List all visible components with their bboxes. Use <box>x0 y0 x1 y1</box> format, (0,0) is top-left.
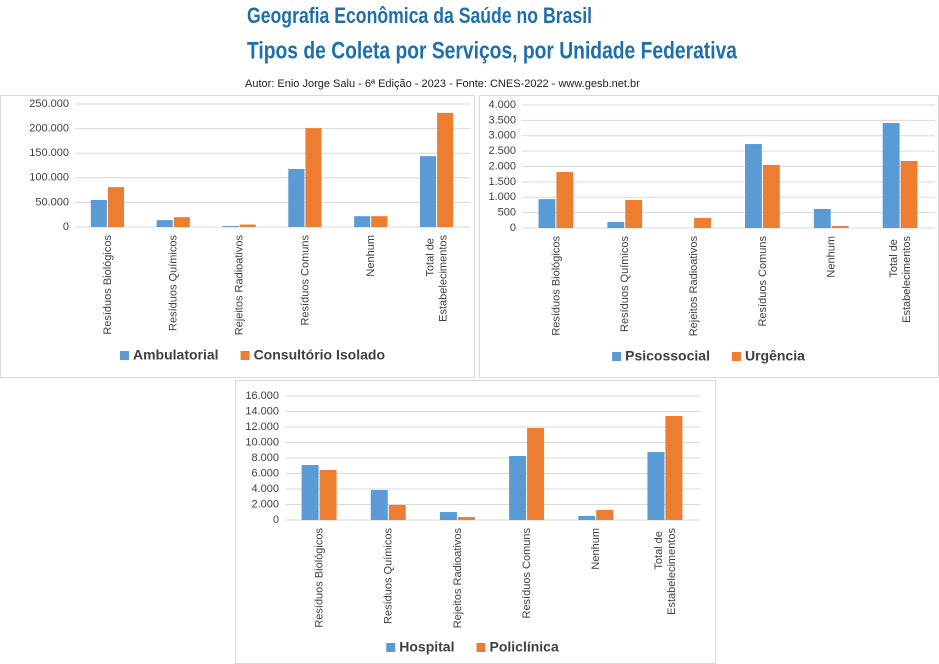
x-tick-label: Total de Estabelecimentos <box>888 236 913 323</box>
bar <box>556 172 574 228</box>
y-tick-label: 0 <box>510 222 516 234</box>
legend: Ambulatorial Consultório Isolado <box>119 347 385 363</box>
legend-label: Hospital <box>399 639 454 655</box>
bar <box>578 515 596 520</box>
y-tick-label: 10.000 <box>245 436 279 448</box>
subtitle: Tipos de Coleta por Serviços, por Unidad… <box>247 37 738 64</box>
legend-label: Consultório Isolado <box>254 347 385 363</box>
bar <box>301 464 319 520</box>
x-tick-label: Rejeitos Radioativos <box>452 528 464 629</box>
legend-label: Ambulatorial <box>133 347 219 363</box>
bar <box>607 222 625 228</box>
bar <box>371 216 388 227</box>
bar <box>319 470 337 520</box>
y-tick-label: 3.000 <box>488 130 516 142</box>
legend: Psicossocial Urgência <box>612 348 805 364</box>
bar <box>457 516 475 520</box>
bar <box>813 208 831 228</box>
x-tick-label: Resíduos Químicos <box>619 236 631 332</box>
bar <box>370 490 388 520</box>
bar <box>665 415 683 520</box>
bar <box>509 455 527 520</box>
y-tick-label: 200.000 <box>29 123 69 135</box>
y-tick-label: 14.000 <box>245 405 279 417</box>
y-tick-label: 8.000 <box>251 452 279 464</box>
y-tick-label: 0 <box>273 514 279 526</box>
bar <box>882 122 900 228</box>
x-tick-label: Resíduos Comuns <box>757 236 769 327</box>
legend-swatch <box>240 351 250 360</box>
legend-label: Psicossocial <box>625 348 710 364</box>
y-tick-label: 2.000 <box>488 160 516 172</box>
bar <box>527 428 545 520</box>
y-tick-label: 150.000 <box>29 147 69 159</box>
x-tick-label: Total de Estabelecimentos <box>424 235 449 322</box>
x-tick-label: Resíduos Biológicos <box>550 236 562 336</box>
bar <box>107 187 125 227</box>
bar <box>538 199 556 228</box>
bar <box>288 168 305 227</box>
legend-swatch <box>612 352 622 361</box>
bar <box>694 218 711 228</box>
legend-swatch <box>386 643 396 652</box>
panel <box>235 380 716 664</box>
y-tick-label: 12.000 <box>245 421 279 433</box>
author: Autor: Enio Jorge Salu - 6ª Edição - 202… <box>245 78 640 90</box>
y-tick-label: 1.500 <box>488 176 516 188</box>
title: Geografia Econômica da Saúde no Brasil <box>247 3 592 28</box>
x-tick-label: Nenhum <box>590 528 602 570</box>
bar <box>305 128 322 227</box>
y-tick-label: 0 <box>63 221 69 233</box>
legend-swatch <box>119 351 129 360</box>
y-tick-label: 4.000 <box>251 483 279 495</box>
y-tick-label: 250.000 <box>29 98 69 110</box>
y-tick-label: 2.000 <box>251 498 279 510</box>
y-tick-label: 1.000 <box>488 191 516 203</box>
bar <box>745 144 762 228</box>
y-tick-label: 500 <box>498 207 516 219</box>
x-tick-label: Resíduos Comuns <box>299 235 311 326</box>
x-tick-label: Resíduos Comuns <box>521 528 533 619</box>
bar <box>173 217 190 227</box>
y-tick-label: 16.000 <box>245 390 279 402</box>
y-tick-label: 2.500 <box>488 145 516 157</box>
legend-label: Urgência <box>745 348 805 364</box>
bar <box>90 199 107 227</box>
y-tick-label: 50.000 <box>35 196 69 208</box>
x-tick-label: Total de Estabelecimentos <box>653 528 678 615</box>
bar <box>222 226 239 227</box>
y-tick-label: 100.000 <box>29 172 69 184</box>
x-tick-label: Nenhum <box>365 235 377 277</box>
panel <box>0 95 475 378</box>
x-tick-label: Resíduos Biológicos <box>102 235 114 335</box>
legend-label: Policlínica <box>489 639 558 655</box>
legend: Hospital Policlínica <box>386 639 559 655</box>
x-tick-label: Resíduos Químicos <box>383 528 395 624</box>
panel <box>479 95 939 378</box>
y-tick-label: 6.000 <box>251 467 279 479</box>
bar <box>625 200 643 228</box>
x-tick-label: Resíduos Biológicos <box>313 528 325 628</box>
x-tick-label: Rejeitos Radioativos <box>233 235 245 336</box>
x-tick-label: Nenhum <box>826 236 838 278</box>
bar <box>156 220 173 227</box>
bar <box>900 160 918 228</box>
bar <box>439 512 457 520</box>
bar <box>596 510 614 520</box>
bar <box>437 112 454 227</box>
bar <box>419 156 437 227</box>
bar <box>239 224 256 227</box>
x-tick-label: Rejeitos Radioativos <box>688 236 700 337</box>
bar <box>388 504 406 520</box>
legend-swatch <box>731 352 741 361</box>
y-tick-label: 3.500 <box>488 114 516 126</box>
bar <box>354 216 371 227</box>
bar <box>831 226 849 228</box>
bar <box>762 164 780 228</box>
bar <box>647 452 665 520</box>
legend-swatch <box>476 643 486 652</box>
y-tick-label: 4.000 <box>488 99 516 111</box>
x-tick-label: Resíduos Químicos <box>168 235 180 331</box>
